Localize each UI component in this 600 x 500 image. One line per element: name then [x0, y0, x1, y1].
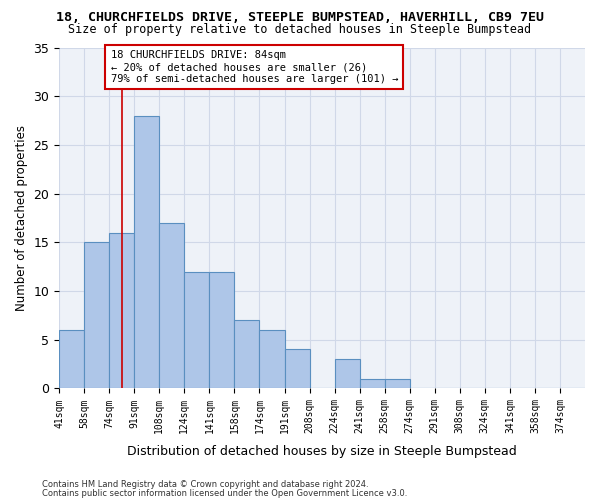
Bar: [84, 242, 109, 388]
Bar: [160, 223, 184, 388]
Bar: [284, 350, 310, 389]
Bar: [209, 272, 235, 388]
Bar: [134, 116, 160, 388]
Bar: [385, 378, 410, 388]
Y-axis label: Number of detached properties: Number of detached properties: [15, 125, 28, 311]
Text: 18, CHURCHFIELDS DRIVE, STEEPLE BUMPSTEAD, HAVERHILL, CB9 7EU: 18, CHURCHFIELDS DRIVE, STEEPLE BUMPSTEA…: [56, 11, 544, 24]
Text: Size of property relative to detached houses in Steeple Bumpstead: Size of property relative to detached ho…: [68, 22, 532, 36]
Bar: [109, 232, 134, 388]
Bar: [235, 320, 259, 388]
Text: 18 CHURCHFIELDS DRIVE: 84sqm
← 20% of detached houses are smaller (26)
79% of se: 18 CHURCHFIELDS DRIVE: 84sqm ← 20% of de…: [111, 50, 398, 84]
Bar: [359, 378, 385, 388]
Text: Contains public sector information licensed under the Open Government Licence v3: Contains public sector information licen…: [42, 488, 407, 498]
Bar: [184, 272, 209, 388]
Bar: [259, 330, 284, 388]
Text: Contains HM Land Registry data © Crown copyright and database right 2024.: Contains HM Land Registry data © Crown c…: [42, 480, 368, 489]
Bar: [59, 330, 84, 388]
Bar: [335, 359, 359, 388]
X-axis label: Distribution of detached houses by size in Steeple Bumpstead: Distribution of detached houses by size …: [127, 444, 517, 458]
